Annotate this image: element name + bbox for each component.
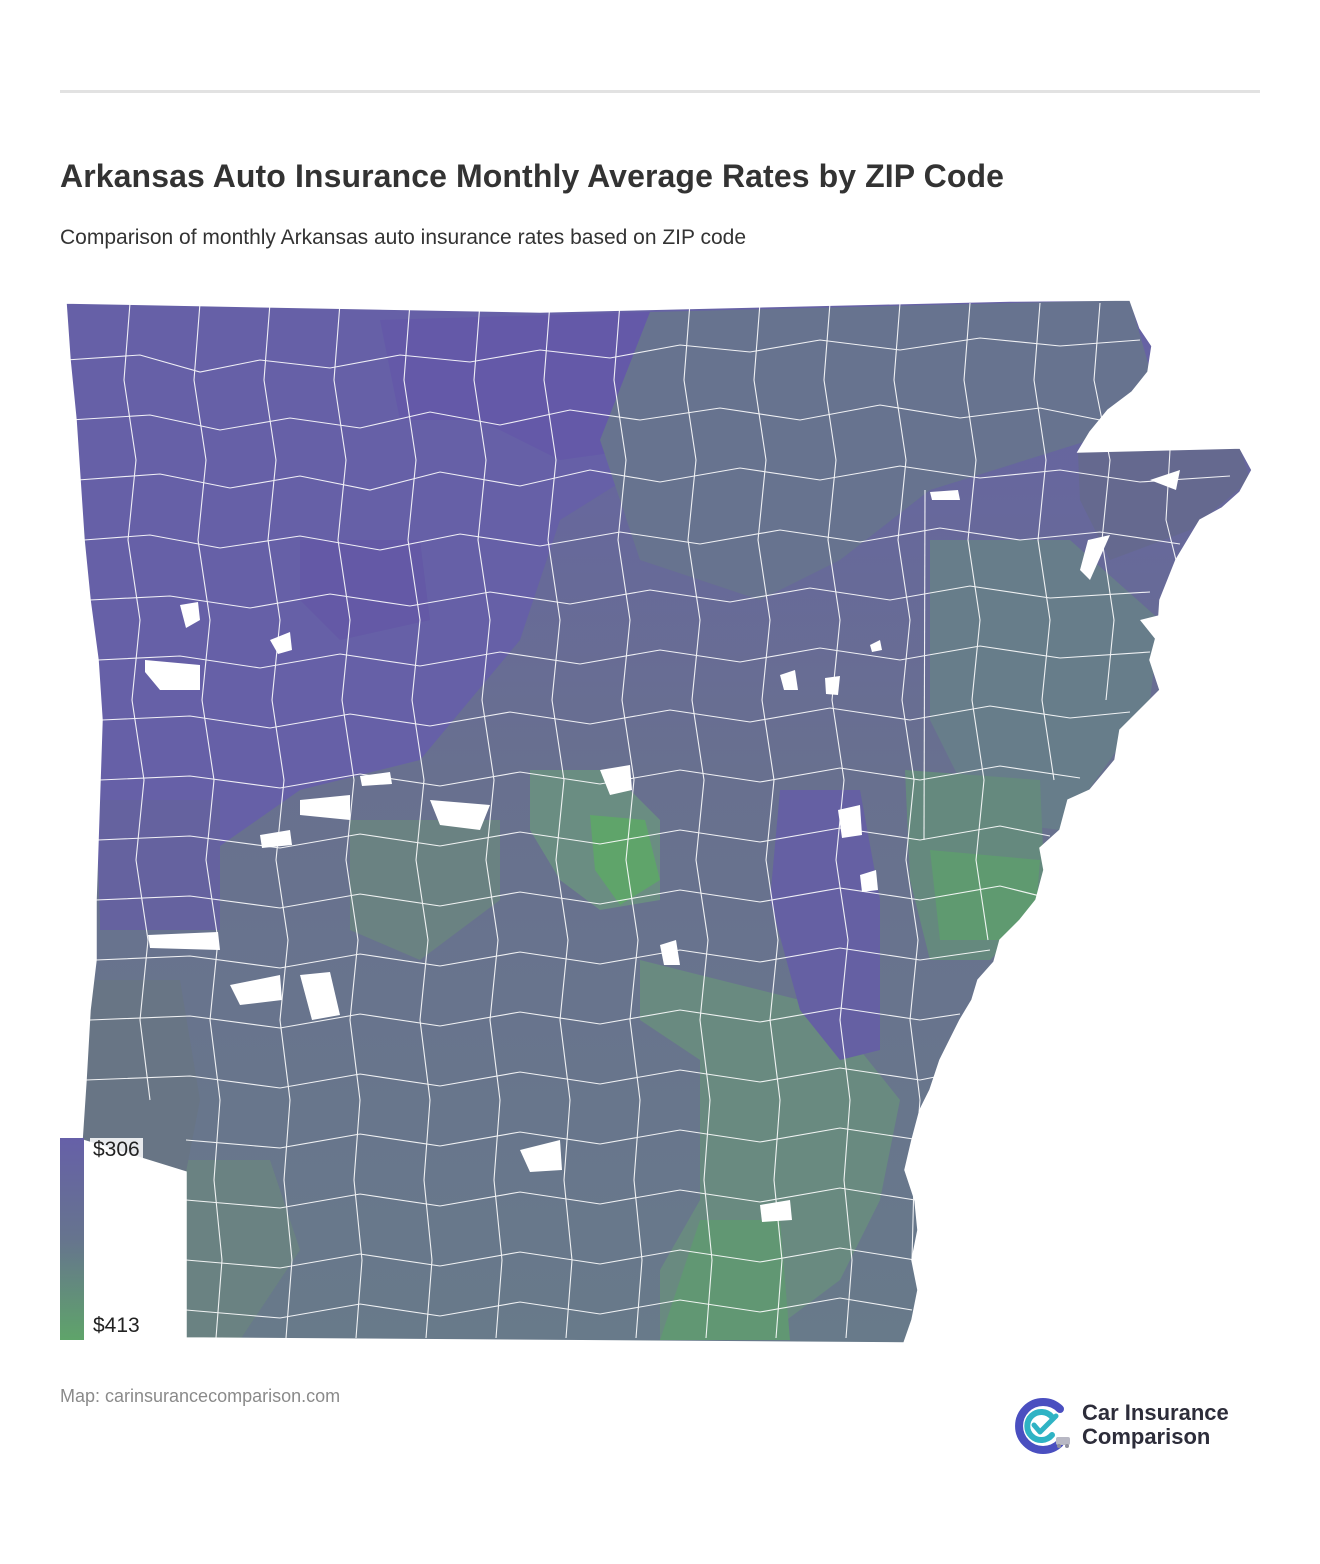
region-southeast-green [660,1220,790,1340]
region-little-rock [590,815,660,905]
region-west-memphis [930,850,1040,940]
map-subtitle: Comparison of monthly Arkansas auto insu… [60,226,746,249]
brand-logo-block: Car Insurance Comparison [1012,1395,1262,1457]
no-data-areas [145,470,1180,1222]
legend-max-label: $306 [90,1138,143,1162]
zip-regions [66,300,1252,1343]
region-east-teal [930,540,1160,830]
brand-line-1: Car Insurance [1082,1400,1229,1425]
region-texarkana [80,980,200,1172]
map-title: Arkansas Auto Insurance Monthly Average … [60,158,1005,194]
zip-boundaries [66,302,1231,1339]
brand-c-icon [1015,1398,1070,1454]
map-source: Map: carinsurancecomparison.com [60,1386,341,1406]
region-southwest-teal [186,1160,300,1340]
region-north-central [380,312,650,460]
legend-gradient-bar [60,1138,84,1340]
brand-line-2: Comparison [1082,1424,1211,1449]
brand-name: Car Insurance Comparison [1082,1401,1229,1449]
region-hot-springs [350,820,500,960]
region-northeast [600,300,1150,600]
legend-min-label: $413 [90,1314,143,1338]
color-legend: $306 $413 [60,1138,200,1340]
region-ozark-purple [300,540,430,640]
region-east-central-purple [770,790,880,1060]
top-divider [60,90,1260,93]
region-fort-smith-south [100,800,220,930]
region-far-northeast [1078,448,1250,560]
